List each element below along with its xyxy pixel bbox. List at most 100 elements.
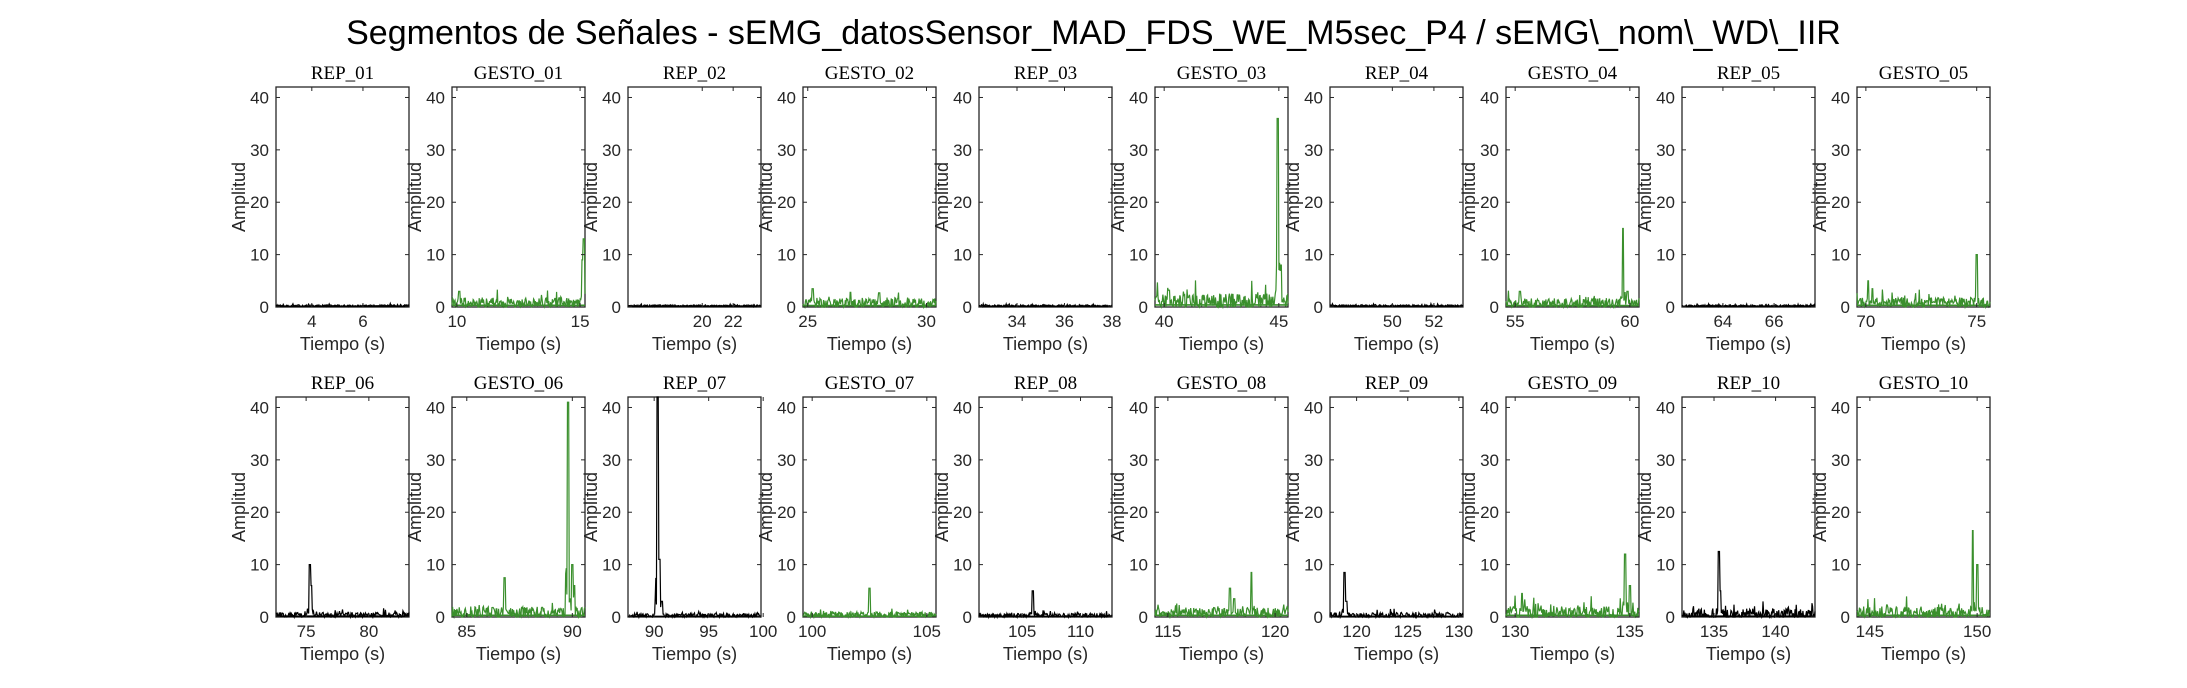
y-tick-label: 30: [602, 451, 621, 470]
subplot-rep-09: 0 10 20 30 40 120 125 130 REP_09 Tiempo (s) Amplit…: [1283, 373, 1473, 664]
y-tick-label: 30: [250, 141, 269, 160]
axes-box: [1856, 86, 1991, 308]
y-axis-label: Amplitud: [1283, 472, 1303, 542]
subplot-rep-06: 0 10 20 30 40 75 80 REP_06 Tiempo (s) Amplitud: [229, 373, 410, 664]
y-tick-label: 40: [1831, 88, 1850, 107]
y-axis-label: Amplitud: [229, 162, 249, 232]
y-tick-label: 20: [250, 503, 269, 522]
y-tick-label: 20: [602, 503, 621, 522]
y-tick-label: 40: [953, 88, 972, 107]
subplot-gesto-08: 0 10 20 30 40 115 120 GESTO_08 Tiempo (s) Amplitu…: [1108, 373, 1289, 664]
axes-box: [1505, 86, 1640, 308]
subplot-rep-07: 0 10 20 30 40 90 95 100 REP_07 Tiempo (s) Amplitud: [581, 373, 777, 664]
y-tick-label: 10: [602, 246, 621, 265]
axes-box: [275, 86, 410, 308]
x-tick-label: 120: [1261, 622, 1289, 641]
x-tick-label: 120: [1342, 622, 1370, 641]
axes-box: [627, 86, 762, 308]
x-tick-label: 40: [1155, 312, 1174, 331]
y-tick-label: 40: [777, 88, 796, 107]
x-tick-label: 95: [699, 622, 718, 641]
y-tick-label: 10: [1304, 556, 1323, 575]
y-tick-label: 0: [1490, 608, 1499, 627]
x-tick-label: 90: [563, 622, 582, 641]
x-axis-label: Tiempo (s): [1706, 334, 1791, 354]
y-axis-label: Amplitud: [756, 472, 776, 542]
y-tick-label: 10: [1304, 246, 1323, 265]
x-tick-label: 52: [1424, 312, 1443, 331]
x-tick-label: 22: [724, 312, 743, 331]
x-axis-label: Tiempo (s): [827, 334, 912, 354]
x-axis-label: Tiempo (s): [827, 644, 912, 664]
subplot-title: GESTO_01: [474, 63, 563, 84]
y-axis-label: Amplitud: [405, 472, 425, 542]
y-tick-label: 40: [1831, 398, 1850, 417]
x-tick-label: 75: [297, 622, 316, 641]
x-axis-label: Tiempo (s): [1179, 334, 1264, 354]
figure-title: Segmentos de Señales - sEMG_datosSensor_…: [346, 14, 1841, 52]
y-tick-label: 10: [1831, 246, 1850, 265]
y-tick-label: 0: [436, 608, 445, 627]
subplot-rep-08: 0 10 20 30 40 105 110 REP_08 Tiempo (s) Amplitud: [932, 373, 1113, 664]
y-tick-label: 20: [1304, 503, 1323, 522]
y-tick-label: 0: [963, 298, 972, 317]
y-tick-label: 10: [1831, 556, 1850, 575]
y-tick-label: 0: [260, 608, 269, 627]
axes-box: [275, 396, 410, 618]
subplot-title: GESTO_02: [825, 63, 914, 84]
y-tick-label: 40: [1656, 398, 1675, 417]
x-axis-label: Tiempo (s): [1354, 334, 1439, 354]
y-tick-label: 10: [1480, 246, 1499, 265]
x-tick-label: 100: [798, 622, 826, 641]
y-tick-label: 40: [250, 398, 269, 417]
y-tick-label: 30: [1129, 451, 1148, 470]
x-tick-label: 25: [798, 312, 817, 331]
axes-box: [802, 396, 937, 618]
x-tick-label: 36: [1055, 312, 1074, 331]
subplot-title: GESTO_05: [1879, 63, 1968, 84]
signal-trace: [978, 590, 1113, 620]
y-tick-label: 20: [777, 503, 796, 522]
y-tick-label: 30: [1656, 451, 1675, 470]
x-axis-label: Tiempo (s): [1881, 334, 1966, 354]
x-axis-label: Tiempo (s): [300, 644, 385, 664]
x-axis-label: Tiempo (s): [1179, 644, 1264, 664]
y-tick-label: 0: [1139, 608, 1148, 627]
x-tick-label: 60: [1620, 312, 1639, 331]
subplot-title: REP_09: [1365, 373, 1428, 394]
y-tick-label: 40: [602, 398, 621, 417]
y-tick-label: 20: [1480, 193, 1499, 212]
y-tick-label: 40: [1304, 398, 1323, 417]
axes-box: [627, 396, 762, 618]
x-tick-label: 10: [447, 312, 466, 331]
subplot-gesto-03: 0 10 20 30 40 40 45 GESTO_03 Tiempo (s) Amplitud: [1108, 63, 1289, 354]
y-tick-label: 10: [1129, 556, 1148, 575]
y-tick-label: 0: [1666, 608, 1675, 627]
y-tick-label: 30: [426, 141, 445, 160]
axes-box: [1681, 86, 1816, 308]
y-tick-label: 20: [1831, 193, 1850, 212]
y-tick-label: 40: [1656, 88, 1675, 107]
y-tick-label: 30: [1831, 141, 1850, 160]
y-tick-label: 30: [777, 451, 796, 470]
y-tick-label: 20: [426, 503, 445, 522]
x-tick-label: 66: [1765, 312, 1784, 331]
x-tick-label: 34: [1008, 312, 1027, 331]
y-tick-label: 0: [1666, 298, 1675, 317]
axes-box: [1154, 396, 1289, 618]
subplot-title: GESTO_06: [474, 373, 563, 394]
signal-trace: [1154, 117, 1289, 310]
y-tick-label: 30: [602, 141, 621, 160]
y-tick-label: 20: [1129, 503, 1148, 522]
y-tick-label: 0: [787, 298, 796, 317]
y-tick-label: 0: [1314, 608, 1323, 627]
subplot-rep-02: 0 10 20 30 40 20 22 REP_02 Tiempo (s) Amplitud: [581, 63, 762, 354]
y-tick-label: 40: [1129, 88, 1148, 107]
y-tick-label: 0: [1314, 298, 1323, 317]
y-tick-label: 20: [250, 193, 269, 212]
x-axis-label: Tiempo (s): [1003, 334, 1088, 354]
y-axis-label: Amplitud: [1459, 472, 1479, 542]
y-tick-label: 40: [1304, 88, 1323, 107]
y-axis-label: Amplitud: [932, 162, 952, 232]
y-tick-label: 40: [602, 88, 621, 107]
